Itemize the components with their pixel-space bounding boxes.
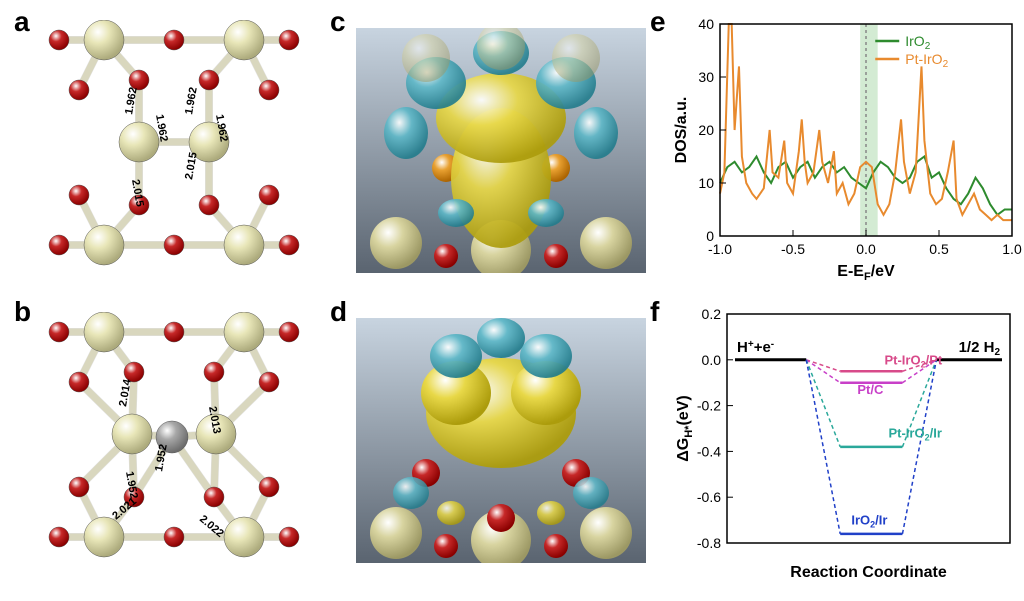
svg-text:DOS/a.u.: DOS/a.u. (673, 97, 690, 164)
svg-text:40: 40 (698, 16, 714, 32)
svg-text:Pt/C: Pt/C (857, 382, 884, 397)
svg-text:-0.4: -0.4 (697, 443, 721, 459)
svg-text:0: 0 (706, 228, 714, 244)
free-energy-diagram: -0.8 -0.6 -0.4 -0.2 0.0 0.2 Pt-IrO2/PtPt/C Pt-I… (672, 300, 1022, 585)
structure-iro2: 1.9621.9621.9621.9622.0152.015 (44, 20, 324, 280)
dos-chart: -1.0-0.50.00.51.0010203040E-EF/eVDOS/a.u… (672, 14, 1022, 284)
svg-text:0.2: 0.2 (702, 306, 722, 322)
svg-text:-0.5: -0.5 (781, 241, 805, 257)
structure-pt-iro2: 2.0142.0131.9521.9522.0212.022 (44, 312, 324, 572)
panel-label-b: b (14, 296, 31, 328)
svg-text:-0.2: -0.2 (697, 398, 721, 414)
svg-text:1/2 H2: 1/2 H2 (959, 339, 1001, 358)
svg-text:2.015: 2.015 (183, 151, 200, 180)
svg-text:30: 30 (698, 69, 714, 85)
svg-text:IrO2: IrO2 (905, 33, 930, 52)
panel-label-f: f (650, 296, 659, 328)
panel-label-e: e (650, 6, 666, 38)
svg-text:10: 10 (698, 175, 714, 191)
svg-text:-0.6: -0.6 (697, 489, 721, 505)
svg-text:Pt-IrO2: Pt-IrO2 (905, 51, 948, 70)
panel-label-c: c (330, 6, 346, 38)
charge-density-c (356, 28, 646, 273)
svg-text:-0.8: -0.8 (697, 535, 721, 551)
svg-text:1.952: 1.952 (153, 443, 170, 472)
svg-text:1.0: 1.0 (1002, 241, 1022, 257)
svg-text:0.0: 0.0 (702, 352, 722, 368)
svg-text:0.0: 0.0 (856, 241, 876, 257)
svg-text:Pt-IrO2/Ir: Pt-IrO2/Ir (888, 426, 941, 443)
svg-text:H++e-: H++e- (737, 339, 774, 356)
svg-text:E-EF/eV: E-EF/eV (837, 263, 895, 283)
svg-text:0.5: 0.5 (929, 241, 949, 257)
svg-text:IrO2/Ir: IrO2/Ir (851, 513, 887, 530)
charge-density-d (356, 318, 646, 563)
panel-label-d: d (330, 296, 347, 328)
svg-text:1.962: 1.962 (183, 86, 200, 115)
svg-text:20: 20 (698, 122, 714, 138)
svg-text:Reaction Coordinate: Reaction Coordinate (790, 564, 947, 581)
svg-text:ΔGH*(eV): ΔGH*(eV) (675, 395, 695, 461)
panel-label-a: a (14, 6, 30, 38)
svg-text:Pt-IrO2/Pt: Pt-IrO2/Pt (884, 352, 942, 369)
